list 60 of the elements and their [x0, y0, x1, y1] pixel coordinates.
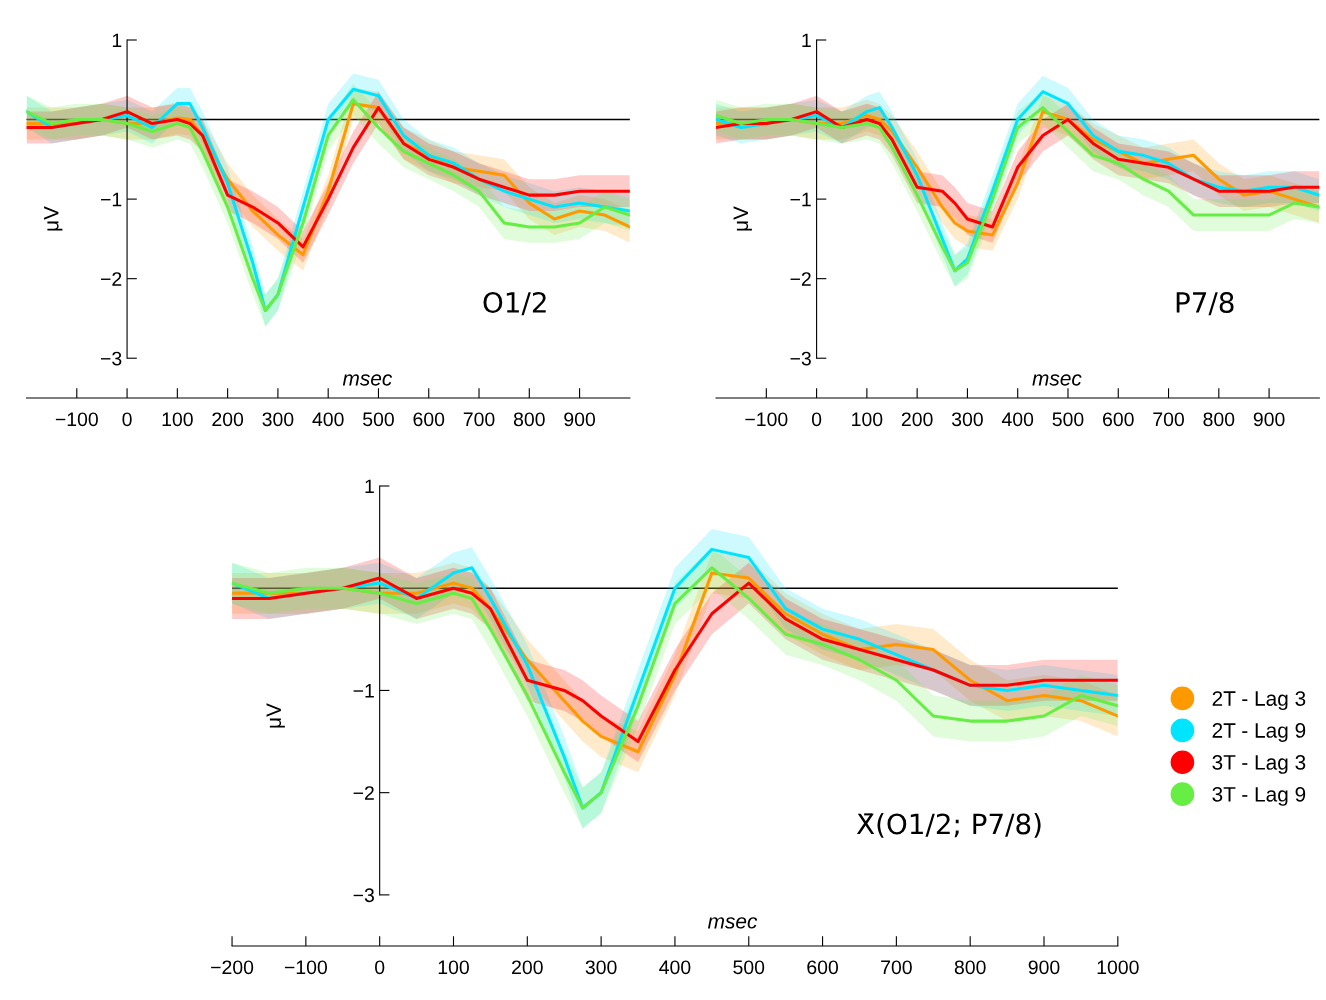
y-tick-label: −2: [790, 272, 811, 286]
y-tick-label: 1: [802, 33, 811, 48]
x-tick-label: 0: [375, 960, 385, 975]
x-tick-label: 700: [463, 412, 495, 427]
x-tick-label: −100: [284, 960, 327, 975]
x-tick-label: 500: [733, 960, 765, 975]
x-tick-label: −100: [55, 412, 98, 427]
x-tick-label: 900: [1253, 412, 1285, 427]
y-tick-label: 1: [365, 479, 374, 494]
y-tick-label: −3: [101, 351, 122, 366]
x-tick-label: 400: [1001, 412, 1034, 427]
x-tick-label: 100: [438, 960, 469, 975]
y-tick-label: −2: [353, 786, 374, 800]
x-tick-label: 900: [1028, 960, 1060, 975]
y-tick-label: −3: [790, 351, 811, 366]
x-tick-label: 700: [881, 960, 912, 975]
x-tick-label: 400: [312, 412, 344, 427]
x-tick-label: 200: [512, 960, 543, 975]
legend-label: 3T - Lag 9: [1212, 786, 1306, 806]
x-tick-label: 300: [262, 412, 294, 427]
x-tick-label: 200: [901, 412, 933, 427]
y-tick-label: −1: [353, 684, 374, 698]
x-tick-label: 200: [212, 412, 244, 427]
x-tick-label: 600: [1103, 412, 1134, 427]
y-tick-label: 1: [112, 33, 122, 48]
y-tick-label: −1: [790, 192, 811, 207]
x-tick-label: 800: [513, 412, 545, 427]
x-tick-label: 800: [1203, 412, 1235, 427]
x-tick-label: −200: [211, 960, 254, 975]
x-tick-label: 500: [363, 412, 394, 427]
x-tick-label: 0: [811, 412, 822, 427]
legend-label: 2T - Lag 9: [1212, 723, 1306, 742]
y-tick-label: −2: [101, 272, 122, 286]
annotation: P7/8: [1176, 291, 1234, 316]
x-tick-label: 700: [1153, 412, 1184, 427]
x-tick-label: 600: [413, 412, 445, 427]
x-tick-label: 300: [951, 412, 983, 427]
y-tick-label: −1: [101, 192, 122, 207]
x-tick-label: 500: [1052, 412, 1084, 427]
x-tick-label: 900: [564, 412, 596, 427]
x-tick-label: 100: [852, 412, 883, 427]
x-tick-label: 300: [585, 960, 617, 975]
x-tick-label: −100: [745, 412, 788, 427]
x-tick-label: 800: [954, 960, 986, 975]
annotation: O1/2: [483, 291, 546, 316]
x-tick-label: 0: [122, 412, 132, 427]
x-axis-title: msec: [1032, 374, 1082, 386]
y-axis-title: μV: [733, 206, 752, 231]
annotation: X̄(O1/2; P7/8): [856, 812, 1041, 838]
legend-label: 3T - Lag 3: [1212, 755, 1306, 774]
x-axis-title: msec: [342, 374, 393, 386]
x-tick-label: 1000: [1097, 960, 1139, 975]
y-axis-title: μV: [266, 703, 285, 728]
y-axis-title: μV: [44, 206, 63, 231]
legend-label: 2T - Lag 3: [1212, 691, 1306, 711]
x-tick-label: 600: [807, 960, 839, 975]
x-tick-label: 100: [162, 412, 193, 427]
y-tick-label: −3: [353, 888, 374, 903]
x-tick-label: 400: [659, 960, 691, 975]
x-axis-title: msec: [707, 917, 758, 929]
